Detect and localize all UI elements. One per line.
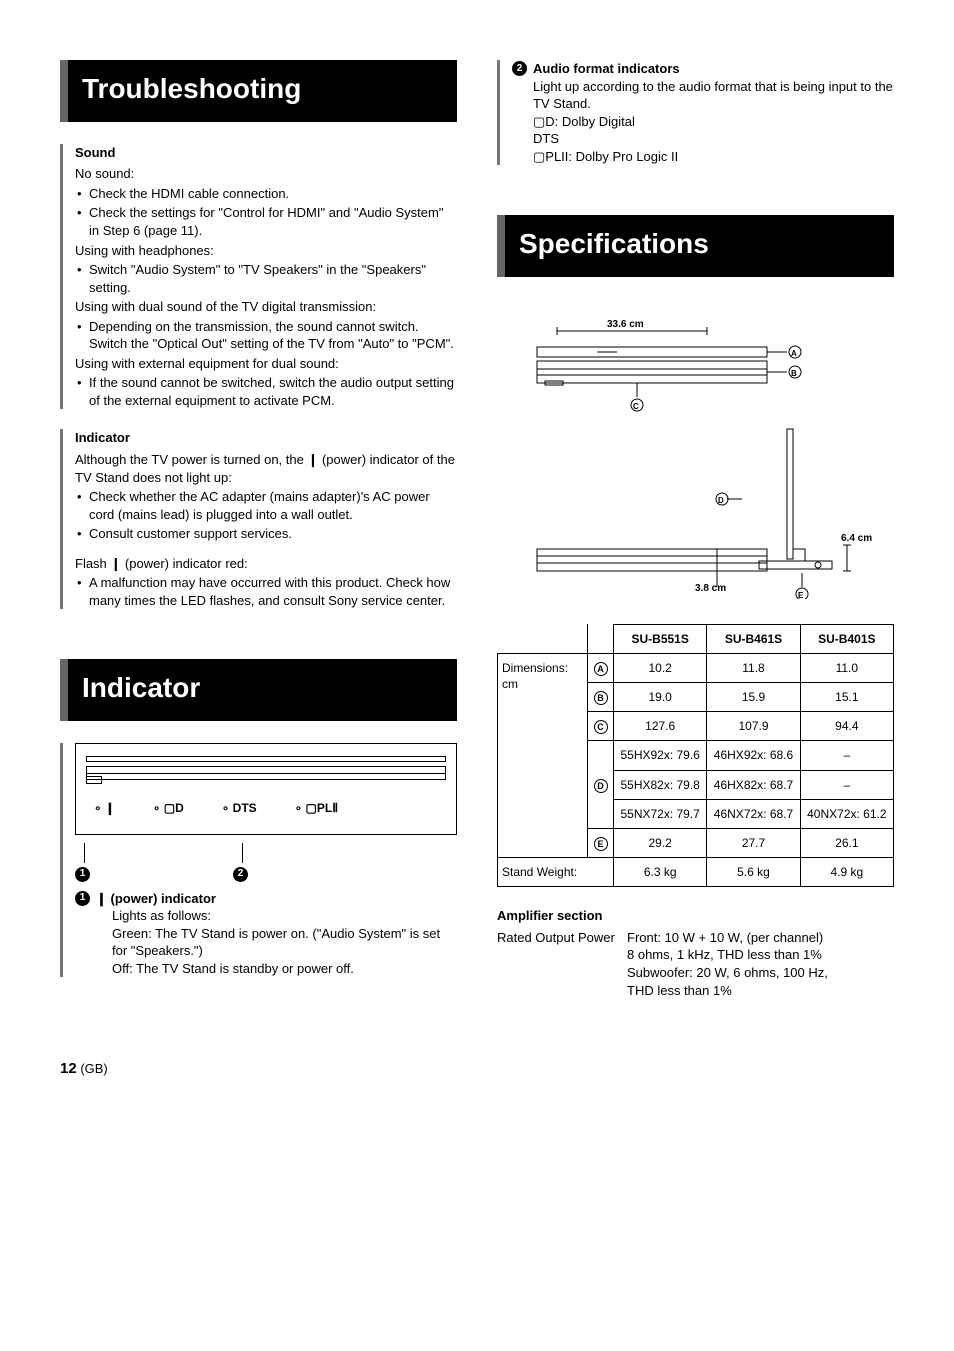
cell: 5.6 kg bbox=[707, 858, 800, 887]
sound-bullet: Check the settings for "Control for HDMI… bbox=[75, 204, 457, 239]
cell: 107.9 bbox=[707, 712, 800, 741]
cell: – bbox=[800, 770, 893, 799]
cell: 29.2 bbox=[614, 828, 707, 857]
sound-bullet: Depending on the transmission, the sound… bbox=[75, 318, 457, 353]
cell: 26.1 bbox=[800, 828, 893, 857]
power-indicator-title: ❙ (power) indicator bbox=[96, 891, 216, 906]
svg-text:A: A bbox=[791, 349, 797, 358]
specifications-heading: Specifications bbox=[497, 215, 894, 277]
cell: 15.1 bbox=[800, 683, 893, 712]
lights-label: Lights as follows: bbox=[112, 907, 457, 925]
right-column: 2 Audio format indicators Light up accor… bbox=[497, 60, 894, 999]
audio-format-plii: ▢PLII: Dolby Pro Logic II bbox=[533, 148, 894, 166]
dim-width: 33.6 cm bbox=[607, 319, 644, 330]
sound-bullet: If the sound cannot be switched, switch … bbox=[75, 374, 457, 409]
indicator-bullet: Consult customer support services. bbox=[75, 525, 457, 543]
cell: 11.8 bbox=[707, 653, 800, 682]
amp-line: THD less than 1% bbox=[627, 982, 828, 1000]
callout-1-icon: 1 bbox=[75, 891, 90, 906]
amp-label: Rated Output Power bbox=[497, 929, 627, 999]
headphones-label: Using with headphones: bbox=[75, 242, 457, 260]
ind-label-plii: ▢PLⅡ bbox=[306, 801, 339, 815]
callout-2-icon: 2 bbox=[512, 61, 527, 76]
cell: 15.9 bbox=[707, 683, 800, 712]
cell: 94.4 bbox=[800, 712, 893, 741]
amp-title: Amplifier section bbox=[497, 907, 894, 925]
col-c: SU-B401S bbox=[800, 624, 893, 653]
svg-text:C: C bbox=[633, 402, 639, 411]
dimensions-label: Dimensions: cm bbox=[498, 653, 588, 857]
amp-line: Subwoofer: 20 W, 6 ohms, 100 Hz, bbox=[627, 964, 828, 982]
cell: 55HX92x: 79.6 bbox=[614, 741, 707, 770]
dim-h2: 6.4 cm bbox=[841, 533, 872, 544]
indicator-section: Indicator Although the TV power is turne… bbox=[60, 429, 457, 609]
cell: 55HX82x: 79.8 bbox=[614, 770, 707, 799]
indicator-bullet: A malfunction may have occurred with thi… bbox=[75, 574, 457, 609]
cell: 10.2 bbox=[614, 653, 707, 682]
col-a: SU-B551S bbox=[614, 624, 707, 653]
sound-title: Sound bbox=[75, 144, 457, 162]
audio-format-title: Audio format indicators bbox=[533, 61, 680, 76]
indicator-diagram: ∘ ❙ ∘ ▢D ∘ DTS ∘ ▢PLⅡ bbox=[75, 743, 457, 835]
cell: 46HX92x: 68.6 bbox=[707, 741, 800, 770]
svg-text:E: E bbox=[798, 591, 804, 599]
off-desc: Off: The TV Stand is standby or power of… bbox=[112, 960, 457, 978]
dual-label: Using with dual sound of the TV digital … bbox=[75, 298, 457, 316]
ext-label: Using with external equipment for dual s… bbox=[75, 355, 457, 373]
flash-label: Flash ❙ (power) indicator red: bbox=[75, 555, 457, 573]
audio-format-desc: Light up according to the audio format t… bbox=[533, 78, 894, 113]
cell: 4.9 kg bbox=[800, 858, 893, 887]
col-b: SU-B461S bbox=[707, 624, 800, 653]
cell: 6.3 kg bbox=[614, 858, 707, 887]
page-number: 12 (GB) bbox=[60, 1059, 894, 1079]
although-text: Although the TV power is turned on, the … bbox=[75, 451, 457, 486]
green-desc: Green: The TV Stand is power on. ("Audio… bbox=[112, 925, 457, 960]
cell: 19.0 bbox=[614, 683, 707, 712]
tv-stand-diagram: 33.6 cm A B C bbox=[497, 319, 877, 599]
amplifier-section: Amplifier section Rated Output Power Fro… bbox=[497, 907, 894, 999]
cell: 46NX72x: 68.7 bbox=[707, 799, 800, 828]
ind-label-dts: DTS bbox=[233, 801, 257, 815]
cell: 55NX72x: 79.7 bbox=[614, 799, 707, 828]
indicator-heading: Indicator bbox=[60, 659, 457, 721]
ind-label-d: ▢D bbox=[164, 801, 184, 815]
amp-line: 8 ohms, 1 kHz, THD less than 1% bbox=[627, 946, 828, 964]
indicator-title: Indicator bbox=[75, 429, 457, 447]
sound-bullet: Switch "Audio System" to "TV Speakers" i… bbox=[75, 261, 457, 296]
cell: 27.7 bbox=[707, 828, 800, 857]
indicator-bullet: Check whether the AC adapter (mains adap… bbox=[75, 488, 457, 523]
troubleshooting-heading: Troubleshooting bbox=[60, 60, 457, 122]
ind-label-power: ❙ bbox=[105, 801, 115, 815]
no-sound-label: No sound: bbox=[75, 165, 457, 183]
dim-h1: 3.8 cm bbox=[695, 583, 726, 594]
audio-format-d: ▢D: Dolby Digital bbox=[533, 113, 894, 131]
amp-line: Front: 10 W + 10 W, (per channel) bbox=[627, 929, 828, 947]
svg-text:D: D bbox=[718, 496, 724, 505]
cell: – bbox=[800, 741, 893, 770]
audio-format-section: 2 Audio format indicators Light up accor… bbox=[497, 60, 894, 165]
svg-text:B: B bbox=[791, 369, 797, 378]
cell: 46HX82x: 68.7 bbox=[707, 770, 800, 799]
cell: 11.0 bbox=[800, 653, 893, 682]
left-column: Troubleshooting Sound No sound: Check th… bbox=[60, 60, 457, 999]
indicator-diagram-section: ∘ ❙ ∘ ▢D ∘ DTS ∘ ▢PLⅡ 1 2 1 ❙ (power) in… bbox=[60, 743, 457, 977]
audio-format-dts: DTS bbox=[533, 130, 894, 148]
sound-bullet: Check the HDMI cable connection. bbox=[75, 185, 457, 203]
weight-label: Stand Weight: bbox=[498, 858, 614, 887]
cell: 40NX72x: 61.2 bbox=[800, 799, 893, 828]
sound-section: Sound No sound: Check the HDMI cable con… bbox=[60, 144, 457, 410]
specifications-table: SU-B551S SU-B461S SU-B401S Dimensions: c… bbox=[497, 624, 894, 888]
cell: 127.6 bbox=[614, 712, 707, 741]
